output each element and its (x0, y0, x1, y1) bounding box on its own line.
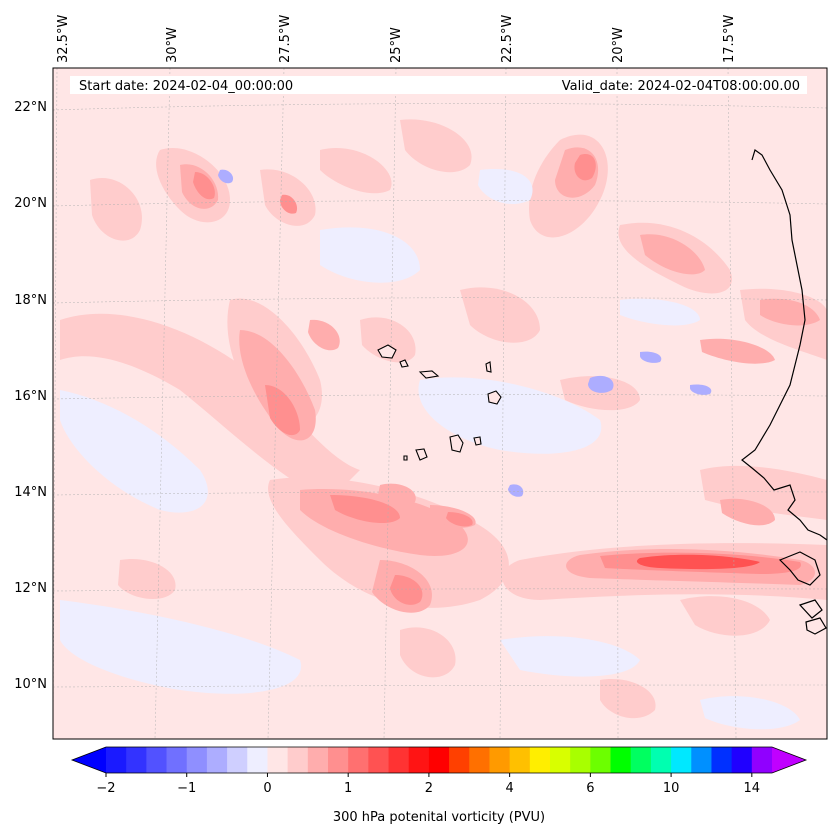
colorbar-swatch (206, 747, 228, 773)
colorbar-swatch (489, 747, 511, 773)
colorbar-tick-label: 6 (586, 781, 594, 796)
pv-field-negative-strong (218, 169, 712, 497)
lon-label: 27.5°W (278, 15, 293, 63)
colorbar-swatch (328, 747, 349, 773)
colorbar-swatch (671, 747, 692, 773)
date-banner (70, 76, 807, 94)
pv-field-negative (60, 169, 800, 730)
colorbar-swatch (751, 747, 773, 773)
colorbar-swatch (388, 747, 410, 773)
colorbar-swatch (630, 747, 652, 773)
colorbar-swatch (146, 747, 168, 773)
colorbar-ticks: −2 −1 0 1 2 4 6 10 14 (96, 773, 760, 796)
colorbar-swatch (711, 747, 733, 773)
colorbar-swatch (509, 747, 531, 773)
lat-label: 16°N (14, 389, 47, 404)
colorbar-swatch (691, 747, 712, 773)
colorbar-swatch (186, 747, 208, 773)
lon-label: 22.5°W (500, 15, 515, 63)
map-panel (53, 68, 827, 739)
colorbar: −2 −1 0 1 2 4 6 10 14 300 hPa potenital vorticit… (70, 746, 808, 825)
lon-label: 25°W (389, 27, 404, 63)
colorbar-swatch (529, 747, 551, 773)
colorbar-swatch (287, 747, 309, 773)
colorbar-swatch (408, 747, 430, 773)
pv-field-max (636, 554, 760, 570)
colorbar-swatch (267, 747, 289, 773)
colorbar-swatch (227, 747, 248, 773)
colorbar-tick-label: 10 (663, 781, 680, 796)
colorbar-swatch (428, 747, 450, 773)
colorbar-swatch (449, 747, 470, 773)
lon-label: 17.5°W (722, 15, 737, 63)
lat-label: 22°N (14, 100, 47, 115)
colorbar-swatch (368, 747, 390, 773)
colorbar-tick-label: 0 (263, 781, 271, 796)
colorbar-swatch (590, 747, 612, 773)
lon-label: 20°W (611, 27, 626, 63)
lat-label: 10°N (14, 677, 47, 692)
start-date-text: Start date: 2024-02-04_00:00:00 (79, 79, 293, 94)
colorbar-swatch (570, 747, 591, 773)
cape-verde-islands (377, 344, 502, 461)
lon-label: 30°W (165, 27, 180, 63)
lat-label: 18°N (14, 293, 47, 308)
colorbar-tick-label: 14 (744, 781, 761, 796)
colorbar-label: 300 hPa potenital vorticity (PVU) (333, 810, 545, 825)
colorbar-swatch (307, 747, 329, 773)
colorbar-under-arrow (72, 747, 106, 773)
colorbar-swatch (650, 747, 672, 773)
colorbar-swatch (126, 747, 147, 773)
colorbar-swatch (247, 747, 268, 773)
lat-label: 14°N (14, 485, 47, 500)
colorbar-outline (70, 746, 808, 774)
lon-label: 32.5°W (56, 15, 71, 63)
coastline (741, 149, 827, 635)
longitude-labels: 32.5°W 30°W 27.5°W 25°W 22.5°W 20°W 17.5… (56, 15, 737, 63)
colorbar-swatch (166, 747, 188, 773)
map-frame (52, 67, 828, 740)
colorbar-swatches (106, 747, 773, 773)
colorbar-tick-label: 1 (344, 781, 352, 796)
colorbar-tick-label: 4 (505, 781, 513, 796)
colorbar-over-arrow (772, 747, 806, 773)
colorbar-swatch (731, 747, 753, 773)
lat-label: 12°N (14, 581, 47, 596)
valid-date-text: Valid_date: 2024-02-04T08:00:00.00 (562, 79, 800, 94)
colorbar-swatch (348, 747, 369, 773)
lat-label: 20°N (14, 196, 47, 211)
colorbar-swatch (610, 747, 632, 773)
colorbar-swatch (469, 747, 490, 773)
colorbar-tick-label: −1 (177, 781, 196, 796)
latitude-labels: 22°N 20°N 18°N 16°N 14°N 12°N 10°N (14, 100, 47, 692)
colorbar-tick-label: 2 (425, 781, 433, 796)
colorbar-tick-label: −2 (96, 781, 115, 796)
colorbar-swatch (550, 747, 571, 773)
colorbar-swatch (106, 747, 127, 773)
